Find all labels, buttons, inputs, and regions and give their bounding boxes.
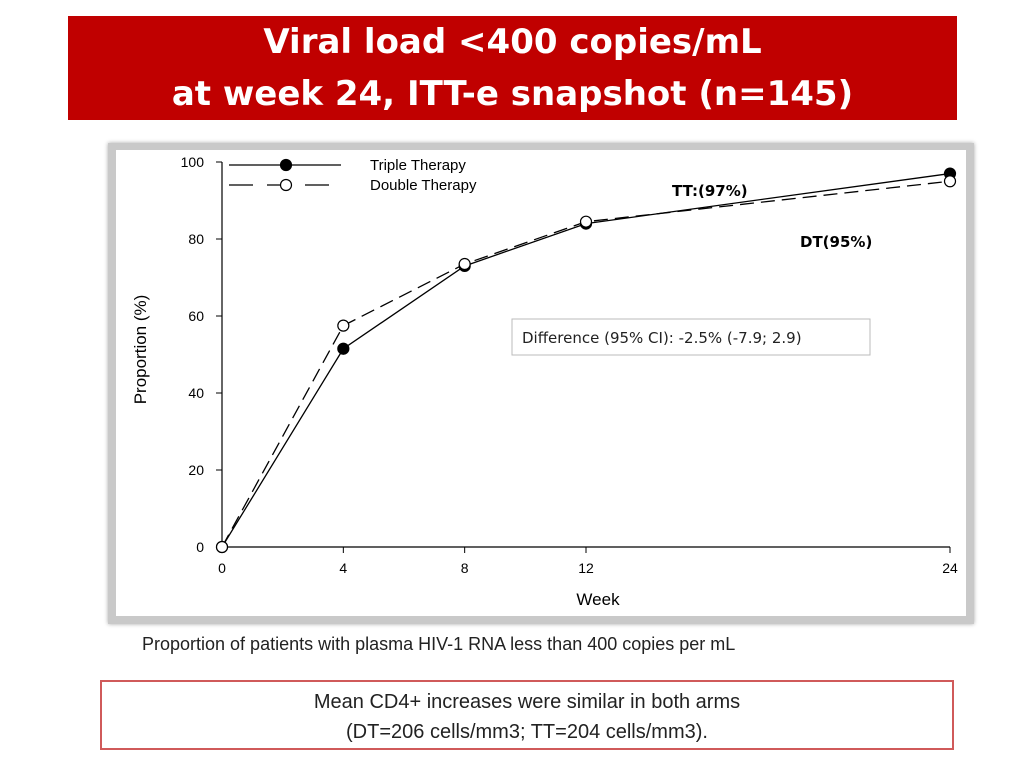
title-banner: Viral load <400 copies/mL at week 24, IT… (68, 16, 957, 120)
difference-box (511, 318, 871, 356)
axes: 0 20 40 60 80 100 0 4 8 12 24 Week Proportion (%) (131, 154, 958, 609)
y-tick-label: 80 (188, 231, 204, 247)
x-tick-label: 4 (339, 560, 347, 576)
series-layer (215, 167, 957, 554)
y-tick-label: 20 (188, 462, 204, 478)
tt-label: TT:(97%) (672, 182, 748, 200)
annotations: TT:(97%) DT(95%) Difference (95% CI): -2… (511, 182, 872, 356)
double-therapy-point (215, 540, 229, 554)
y-tick-label: 60 (188, 308, 204, 324)
double-therapy-point (337, 319, 350, 332)
difference-label: Difference (95% CI): -2.5% (-7.9; 2.9) (522, 329, 802, 347)
y-tick-label: 40 (188, 385, 204, 401)
title-line-1: Viral load <400 copies/mL (263, 22, 762, 62)
x-tick-label: 8 (461, 560, 469, 576)
double-therapy-point (943, 175, 957, 188)
dt-label: DT(95%) (800, 233, 872, 251)
legend-label-triple-therapy: Triple Therapy (370, 157, 466, 174)
x-tick-label: 0 (218, 560, 226, 576)
double-therapy-point (579, 215, 593, 228)
cd4-summary-box: Mean CD4+ increases were similar in both… (100, 680, 954, 750)
x-tick-label: 12 (578, 560, 594, 576)
y-tick-label: 0 (196, 539, 204, 555)
x-tick-label: 24 (942, 560, 958, 576)
legend: Triple Therapy Double Therapy (229, 157, 477, 194)
cd4-line-2: (DT=206 cells/mm3; TT=204 cells/mm3). (346, 721, 708, 743)
line-chart: 0 20 40 60 80 100 0 4 8 12 24 Week Proportion (%) Tr… (116, 150, 966, 616)
legend-label-double-therapy: Double Therapy (370, 177, 477, 194)
plot-background (116, 150, 966, 616)
chart-frame: 0 20 40 60 80 100 0 4 8 12 24 Week Proportion (%) Tr… (108, 143, 974, 624)
chart-caption: Proportion of patients with plasma HIV-1… (142, 634, 736, 654)
legend-marker-double-therapy (279, 178, 293, 192)
y-tick-label: 100 (181, 154, 205, 170)
double-therapy-point (458, 257, 471, 271)
triple-therapy-point (337, 342, 350, 355)
cd4-line-1: Mean CD4+ increases were similar in both… (313, 691, 741, 713)
title-line-2: at week 24, ITT-e snapshot (n=145) (171, 74, 854, 114)
legend-marker-triple-therapy (279, 158, 293, 172)
y-axis-label: Proportion (%) (131, 295, 150, 405)
x-axis-label: Week (576, 590, 620, 609)
